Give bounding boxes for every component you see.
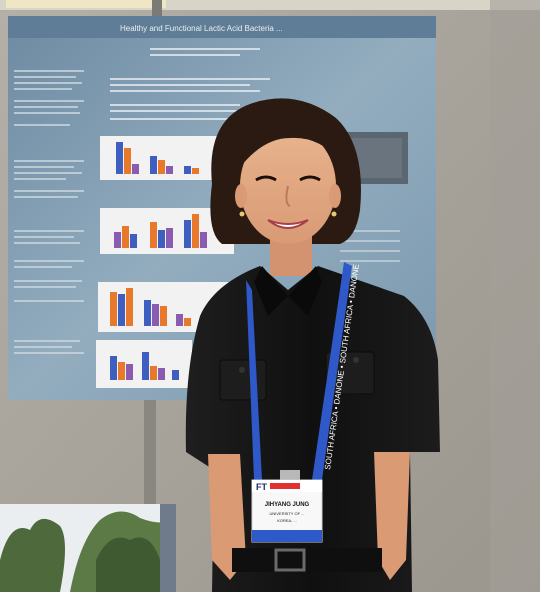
pocket-button-left bbox=[239, 367, 245, 373]
eye-right bbox=[299, 175, 321, 182]
belt-buckle bbox=[274, 548, 306, 572]
pocket-button-right bbox=[353, 357, 359, 363]
poster-table bbox=[340, 230, 400, 262]
badge-name: JIHYANG JUNG bbox=[265, 502, 310, 508]
collar-right bbox=[288, 266, 322, 316]
earring-right bbox=[331, 211, 337, 217]
poster-clip bbox=[152, 0, 162, 20]
wall-top-strip bbox=[0, 0, 540, 10]
badge-affiliation: UNIVERSITY OF ... bbox=[269, 511, 304, 516]
ear-left bbox=[235, 184, 247, 208]
bangs bbox=[237, 112, 340, 170]
pocket-left bbox=[219, 359, 267, 401]
badge-country: KOREA, ... bbox=[277, 518, 297, 523]
lanyard: SOUTH AFRICA • DANONE • SOUTH AFRICA • D… bbox=[246, 262, 361, 480]
collar-left bbox=[254, 266, 288, 316]
belt bbox=[232, 548, 382, 572]
top-paper bbox=[6, 0, 166, 8]
inset-photo bbox=[0, 504, 176, 592]
eye-left bbox=[255, 175, 277, 182]
wall-right-shade bbox=[490, 0, 540, 592]
poster-chart-4 bbox=[96, 340, 192, 388]
nose bbox=[285, 185, 291, 207]
ear-right bbox=[329, 184, 341, 208]
poster-text-center bbox=[110, 48, 270, 120]
badge-header: FT bbox=[256, 482, 267, 492]
badge: FT JIHYANG JUNG UNIVERSITY OF ... KOREA,… bbox=[251, 470, 323, 543]
smile bbox=[267, 219, 309, 229]
earring-left bbox=[239, 211, 245, 217]
arm-right bbox=[374, 452, 410, 580]
poster-title: Healthy and Functional Lactic Acid Bacte… bbox=[120, 24, 283, 33]
poster-text-left bbox=[14, 70, 84, 354]
poster-pole bbox=[144, 390, 156, 520]
poster-chart-1 bbox=[100, 136, 230, 180]
